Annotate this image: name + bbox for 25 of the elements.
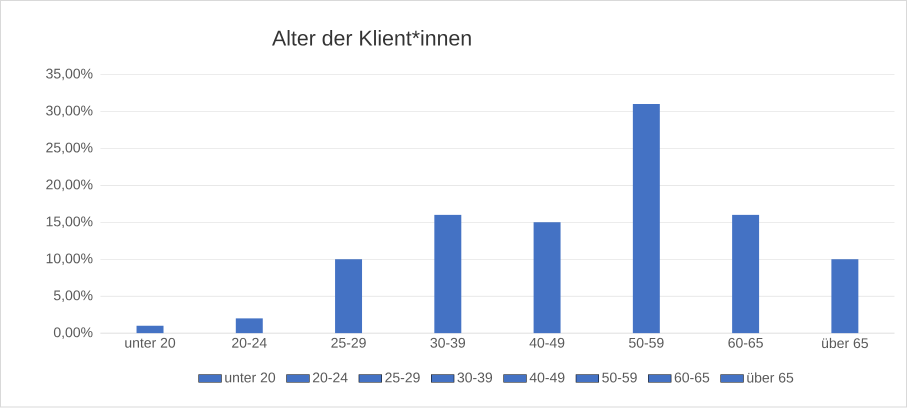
legend-label: 20-24	[312, 372, 348, 383]
y-tick-label: 10,00%	[46, 254, 93, 266]
x-tick-label: 50-59	[629, 338, 664, 348]
x-tick-label: unter 20	[125, 338, 176, 348]
legend-label: 60-65	[674, 372, 710, 383]
chart-title: Alter der Klient*innen	[272, 30, 471, 46]
x-tick-label: über 65	[822, 338, 868, 348]
y-tick-label: 20,00%	[46, 180, 93, 192]
x-tick-label: 25-29	[331, 338, 366, 348]
y-tick-label: 35,00%	[46, 68, 93, 80]
legend-label: 50-59	[602, 372, 637, 383]
x-tick-label: 60-65	[728, 338, 763, 348]
x-tick-label: 30-39	[430, 338, 466, 348]
x-tick-label: 40-49	[530, 338, 564, 348]
legend-label: 40-49	[530, 372, 564, 383]
y-tick-label: 15,00%	[46, 216, 93, 228]
x-tick-label: 20-24	[232, 338, 267, 348]
y-tick-label: 5,00%	[54, 290, 93, 302]
y-tick-label: 0,00%	[54, 328, 93, 340]
legend-label: unter 20	[225, 372, 276, 383]
legend-label: über 65	[747, 372, 794, 383]
y-tick-label: 25,00%	[46, 142, 93, 154]
legend-label: 25-29	[385, 372, 420, 383]
y-tick-label: 30,00%	[46, 106, 93, 118]
legend-label: 30-39	[457, 372, 492, 383]
